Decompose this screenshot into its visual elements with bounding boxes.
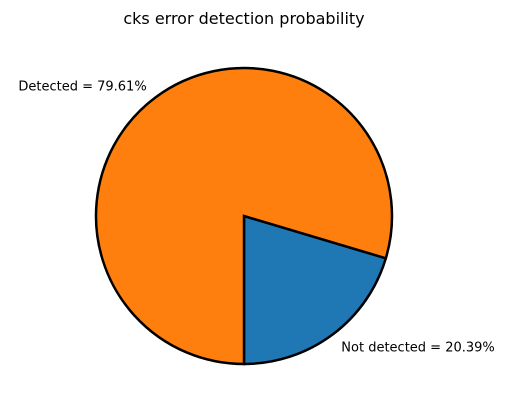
- chart-title: cks error detection probability: [123, 9, 364, 28]
- pie-slice-1: [242, 214, 388, 366]
- pie-label-2: Detected = 79.61%: [18, 79, 146, 94]
- pie-slice-2: [94, 66, 394, 366]
- pie-labels: Not detected = 20.39% Detected = 79.61%: [18, 79, 494, 355]
- pie-slices: [94, 66, 394, 366]
- pie-label-1: Not detected = 20.39%: [341, 341, 494, 356]
